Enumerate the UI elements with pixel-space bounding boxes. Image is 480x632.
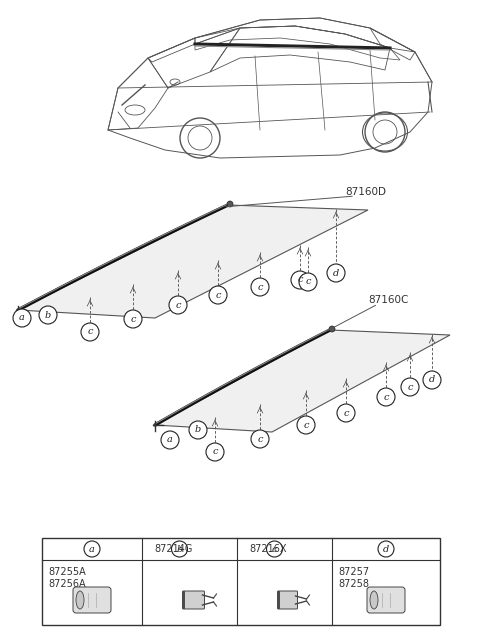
Circle shape (206, 443, 224, 461)
Circle shape (377, 388, 395, 406)
Text: 87160D: 87160D (345, 187, 386, 197)
Text: 87256A: 87256A (48, 579, 85, 589)
Circle shape (297, 416, 315, 434)
Circle shape (299, 273, 317, 291)
Circle shape (13, 309, 31, 327)
Bar (42, 538, 440, 625)
FancyBboxPatch shape (367, 587, 405, 613)
Text: 87160C: 87160C (368, 295, 408, 305)
Text: b: b (45, 310, 51, 320)
Text: c: c (305, 277, 311, 286)
Circle shape (84, 541, 100, 557)
Text: 87255A: 87255A (48, 567, 86, 577)
Circle shape (171, 541, 188, 557)
Circle shape (251, 430, 269, 448)
Text: c: c (257, 283, 263, 291)
Circle shape (81, 323, 99, 341)
Circle shape (378, 541, 394, 557)
Text: a: a (167, 435, 173, 444)
Text: c: c (343, 408, 349, 418)
Text: c: c (175, 300, 181, 310)
Text: d: d (383, 545, 389, 554)
Text: 87216X: 87216X (249, 544, 287, 554)
FancyBboxPatch shape (277, 591, 298, 609)
Circle shape (291, 271, 309, 289)
Circle shape (423, 371, 441, 389)
Text: c: c (297, 276, 303, 284)
Text: c: c (383, 392, 389, 401)
Text: c: c (257, 435, 263, 444)
Text: b: b (176, 545, 182, 554)
Circle shape (124, 310, 142, 328)
Text: c: c (272, 545, 277, 554)
Polygon shape (18, 205, 368, 318)
Circle shape (189, 421, 207, 439)
Circle shape (227, 201, 233, 207)
Text: d: d (429, 375, 435, 384)
Circle shape (329, 326, 335, 332)
Ellipse shape (370, 591, 378, 609)
Text: c: c (212, 447, 218, 456)
Text: d: d (333, 269, 339, 277)
FancyBboxPatch shape (182, 591, 204, 609)
Text: c: c (303, 420, 309, 430)
Circle shape (251, 278, 269, 296)
Circle shape (266, 541, 283, 557)
Text: b: b (195, 425, 201, 435)
Circle shape (327, 264, 345, 282)
Text: 87257: 87257 (338, 567, 369, 577)
Polygon shape (155, 330, 450, 432)
Circle shape (169, 296, 187, 314)
Text: 87214G: 87214G (154, 544, 192, 554)
Text: c: c (130, 315, 136, 324)
Text: c: c (407, 382, 413, 391)
Text: a: a (89, 545, 95, 554)
Circle shape (209, 286, 227, 304)
Text: 87258: 87258 (338, 579, 369, 589)
FancyBboxPatch shape (73, 587, 111, 613)
Text: a: a (19, 313, 25, 322)
Ellipse shape (76, 591, 84, 609)
Circle shape (337, 404, 355, 422)
Text: c: c (215, 291, 221, 300)
Circle shape (401, 378, 419, 396)
Text: c: c (87, 327, 93, 336)
Circle shape (161, 431, 179, 449)
Circle shape (39, 306, 57, 324)
